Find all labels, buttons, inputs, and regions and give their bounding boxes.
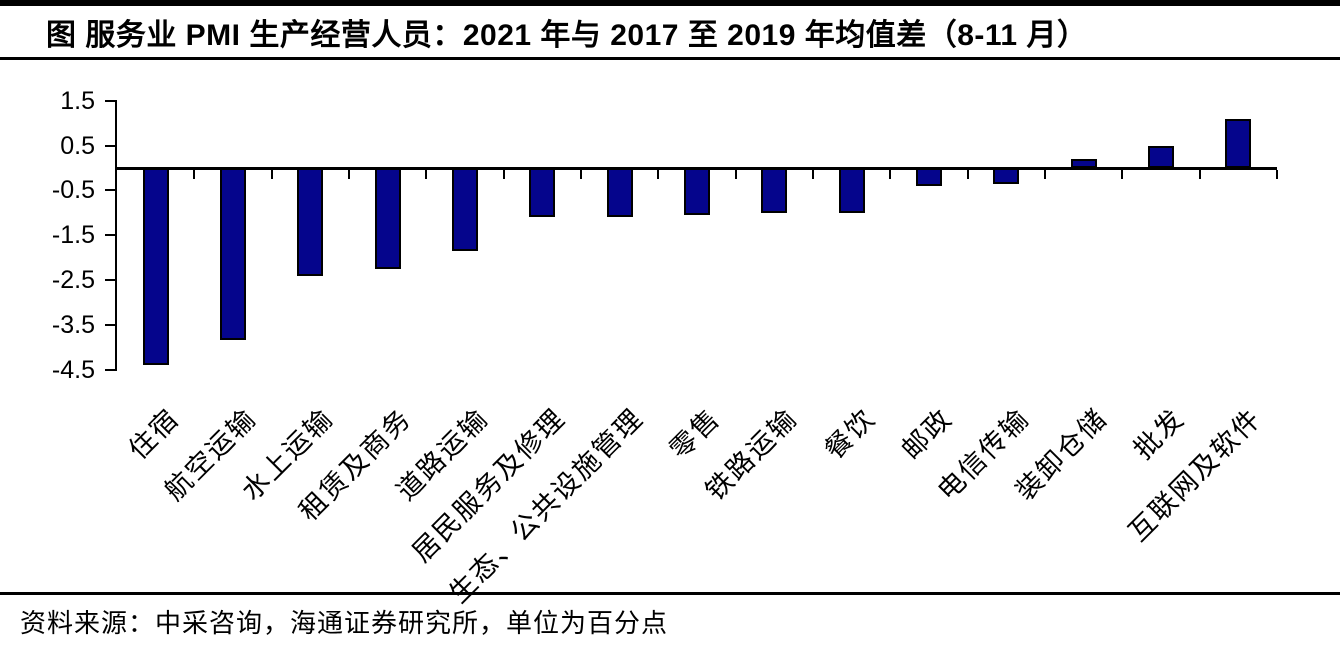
x-axis-tick	[889, 170, 892, 179]
y-axis-tick-label: -3.5	[51, 310, 95, 339]
x-axis-tick	[812, 170, 814, 179]
x-axis-tick	[1198, 170, 1201, 179]
x-axis-tick	[502, 170, 505, 179]
bar-餐饮	[838, 168, 865, 213]
y-axis-tick-label: 0.5	[60, 131, 95, 160]
x-axis-tick	[425, 170, 428, 179]
x-axis-tick	[580, 170, 582, 179]
x-axis-tick	[193, 170, 196, 179]
bar-chart: 1.5 0.5 -0.5 -1.5 -2.5 -3.5 -4.5 住宿 航空运输 水上运输 租赁及商…	[0, 60, 1340, 609]
figure-title-band: 图 服务业 PMI 生产经营人员：2021 年与 2017 至 2019 年均值…	[0, 0, 1340, 60]
y-axis-tick	[105, 234, 117, 237]
bar-装卸仓储	[1070, 159, 1097, 168]
y-axis-tick-label: -2.5	[51, 266, 95, 294]
y-axis-tick-label: -4.5	[51, 355, 95, 384]
bar-电信传输	[993, 168, 1020, 184]
x-axis-tick	[734, 170, 737, 179]
bar-批发	[1148, 145, 1174, 168]
bar-生态、公共设施管理	[606, 168, 633, 218]
y-axis-tick	[105, 323, 117, 326]
y-axis-tick-label: -0.5	[51, 176, 95, 205]
y-axis-tick	[105, 99, 117, 102]
x-axis-baseline	[115, 167, 1277, 170]
bar-互联网及软件	[1225, 118, 1252, 168]
bar-居民服务及修理	[529, 168, 556, 218]
bar-住宿	[142, 168, 169, 366]
x-axis-tick	[348, 170, 350, 179]
x-axis-tick	[966, 170, 969, 179]
x-axis-tick	[1121, 170, 1124, 179]
y-axis-tick	[105, 189, 117, 192]
y-axis-tick	[105, 279, 117, 281]
category-label: 餐饮	[818, 402, 881, 466]
bar-水上运输	[297, 168, 324, 276]
figure-title: 图 服务业 PMI 生产经营人员：2021 年与 2017 至 2019 年均值…	[46, 18, 1088, 52]
footer-divider	[0, 592, 1340, 595]
bar-邮政	[916, 168, 942, 186]
y-axis-tick-label: -1.5	[51, 221, 95, 250]
bar-道路运输	[452, 168, 478, 251]
x-axis-tick	[270, 170, 273, 179]
bar-航空运输	[220, 168, 246, 341]
source-note: 资料来源：中采咨询，海通证券研究所，单位为百分点	[20, 608, 669, 638]
x-axis-tick	[1044, 170, 1046, 179]
y-axis-tick-label: 1.5	[60, 86, 95, 115]
x-axis-tick	[657, 170, 660, 179]
bar-零售	[684, 168, 710, 216]
y-axis-tick	[105, 368, 117, 371]
y-axis-tick	[105, 144, 117, 147]
bar-铁路运输	[761, 168, 788, 213]
x-axis-tick	[1276, 170, 1278, 179]
source-band: 资料来源：中采咨询，海通证券研究所，单位为百分点	[0, 595, 1340, 647]
bar-租赁及商务	[374, 168, 401, 269]
